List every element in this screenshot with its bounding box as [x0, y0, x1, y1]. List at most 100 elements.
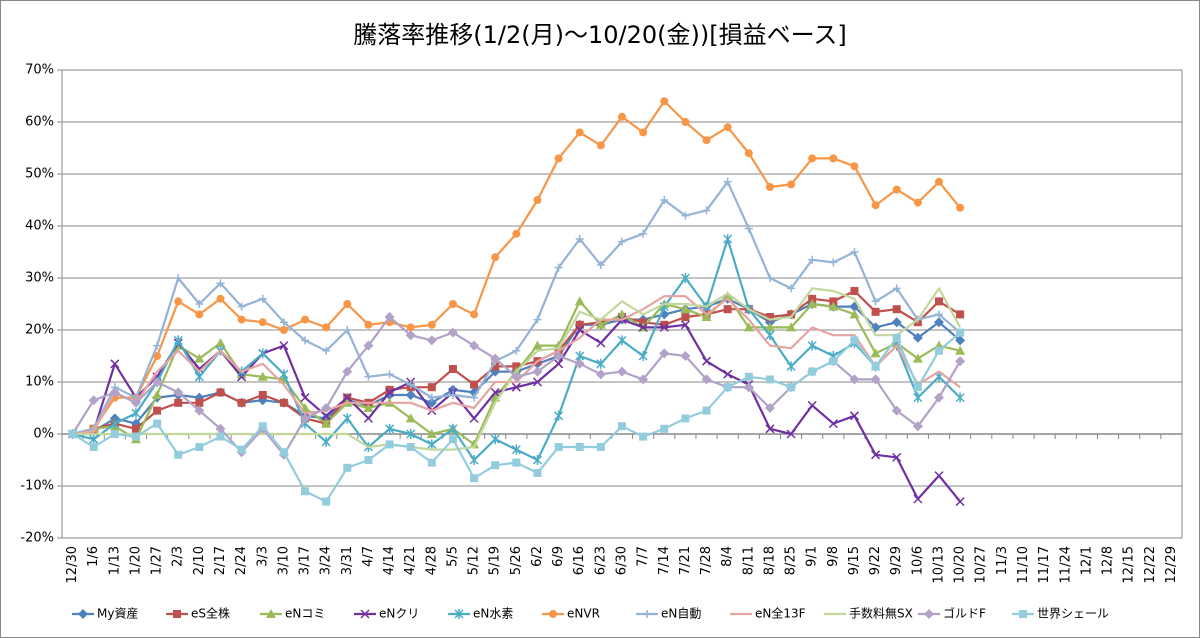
- x-tick-label: 3/10: [276, 546, 291, 575]
- marker: [680, 273, 690, 283]
- x-tick-label: 12/1: [1079, 546, 1094, 575]
- marker: [786, 322, 797, 332]
- marker: [850, 162, 859, 171]
- y-tick-label: -20%: [20, 531, 54, 546]
- marker: [173, 610, 181, 618]
- y-tick-label: 40%: [25, 219, 54, 234]
- marker: [596, 141, 605, 150]
- marker: [956, 328, 965, 337]
- legend-label: eN全13F: [755, 606, 806, 621]
- marker: [406, 429, 416, 439]
- legend-label: 手数料無SX: [849, 606, 913, 621]
- legend-label: eN自動: [661, 607, 701, 621]
- marker: [765, 313, 774, 321]
- marker: [787, 180, 796, 189]
- x-tick-label: 7/21: [678, 546, 693, 575]
- marker: [427, 393, 436, 402]
- marker: [385, 440, 394, 449]
- marker: [426, 397, 437, 408]
- marker: [385, 385, 394, 394]
- marker: [153, 341, 162, 350]
- marker: [258, 318, 267, 327]
- marker: [257, 371, 268, 381]
- marker: [702, 406, 711, 415]
- marker: [933, 317, 944, 328]
- marker: [553, 351, 564, 361]
- marker: [765, 274, 774, 282]
- x-tick-label: 4/7: [361, 546, 376, 567]
- marker: [343, 463, 352, 472]
- marker: [764, 403, 775, 413]
- legend-label: eNコミ: [285, 607, 325, 621]
- marker: [639, 318, 648, 327]
- marker: [617, 335, 627, 346]
- marker: [575, 325, 585, 335]
- marker: [426, 335, 437, 346]
- marker: [266, 609, 276, 618]
- marker: [554, 263, 563, 272]
- marker: [470, 380, 479, 389]
- marker: [406, 323, 415, 332]
- marker: [660, 424, 669, 433]
- marker: [595, 319, 606, 329]
- x-tick-label: 4/21: [403, 546, 418, 575]
- chart-title: 騰落率推移(1/2(月)～10/20(金))[損益ベース]: [353, 21, 847, 49]
- marker: [194, 405, 205, 416]
- marker: [532, 455, 543, 465]
- legend-label: 世界シェール: [1037, 607, 1109, 621]
- marker: [153, 406, 162, 415]
- x-tick-label: 12/30: [65, 546, 80, 583]
- marker: [934, 471, 944, 481]
- marker: [955, 392, 965, 403]
- marker: [892, 185, 901, 194]
- legend-item: My資産: [72, 606, 138, 621]
- marker: [786, 361, 796, 372]
- marker: [871, 307, 880, 316]
- marker: [680, 320, 690, 330]
- marker: [258, 422, 267, 431]
- marker: [829, 357, 838, 366]
- marker: [215, 338, 226, 347]
- marker: [765, 424, 775, 434]
- marker: [871, 450, 881, 460]
- marker: [470, 310, 479, 319]
- marker: [681, 414, 690, 423]
- marker: [427, 320, 436, 329]
- marker: [469, 455, 479, 465]
- x-tick-label: 6/30: [615, 546, 630, 575]
- marker: [364, 372, 373, 381]
- marker: [469, 340, 480, 351]
- marker: [807, 400, 817, 410]
- marker: [639, 432, 648, 441]
- marker: [723, 123, 732, 132]
- marker: [786, 429, 796, 439]
- marker: [216, 432, 225, 441]
- marker: [363, 403, 374, 412]
- marker: [88, 395, 99, 406]
- marker: [237, 315, 246, 324]
- x-tick-label: 6/9: [551, 546, 566, 567]
- x-tick-label: 5/19: [488, 546, 503, 575]
- marker: [533, 469, 542, 477]
- marker: [279, 398, 288, 407]
- legend-item: eNコミ: [260, 607, 325, 621]
- marker: [638, 322, 648, 332]
- marker: [892, 452, 902, 462]
- x-tick-label: 8/4: [720, 546, 735, 567]
- marker: [659, 348, 670, 359]
- legend-item: eN自動: [636, 607, 701, 621]
- marker: [237, 445, 246, 454]
- marker: [300, 393, 310, 403]
- marker: [195, 398, 204, 407]
- y-tick-label: 30%: [25, 271, 54, 286]
- marker: [891, 405, 902, 416]
- marker: [533, 315, 542, 324]
- marker: [78, 609, 88, 619]
- marker: [427, 458, 436, 467]
- marker: [1019, 610, 1027, 618]
- marker: [532, 377, 543, 387]
- x-tick-label: 9/29: [889, 546, 904, 575]
- x-tick-label: 1/13: [107, 546, 122, 575]
- marker: [807, 299, 818, 308]
- marker: [659, 322, 669, 332]
